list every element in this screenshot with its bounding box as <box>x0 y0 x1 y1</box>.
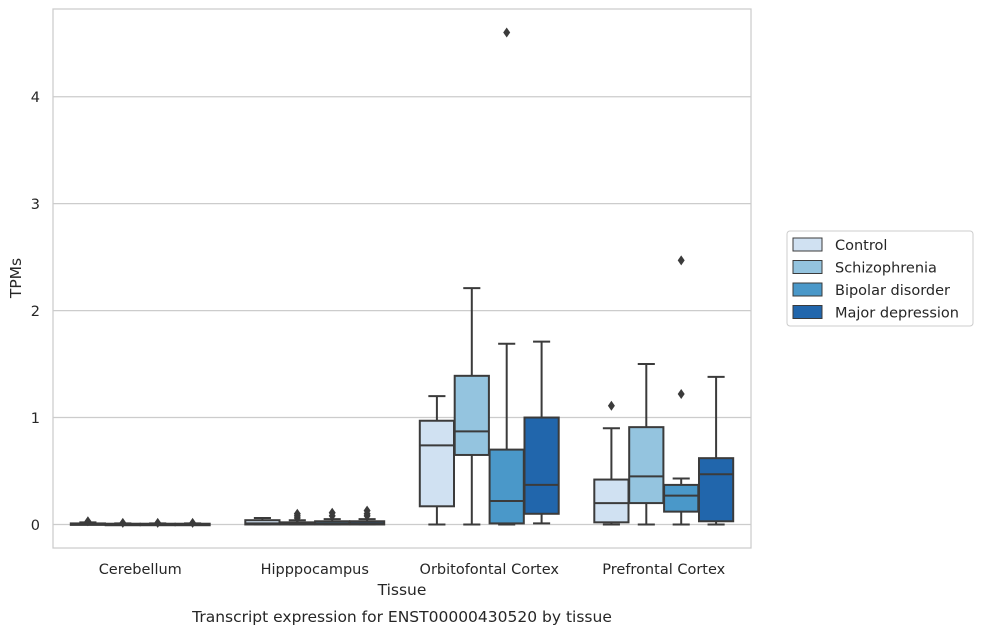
legend-swatch <box>792 260 823 274</box>
box-major-depression <box>697 375 735 526</box>
legend-label: Bipolar disorder <box>835 283 950 299</box>
legend-label: Schizophrenia <box>835 261 937 277</box>
y-axis-ticks: 0 1 2 3 4 <box>31 90 40 534</box>
box-major-depression <box>174 517 211 528</box>
outlier-point <box>677 389 685 399</box>
box-iqr <box>453 374 490 456</box>
legend-swatch <box>792 305 823 319</box>
box-schizophrenia <box>453 287 490 526</box>
box-major-depression <box>523 340 560 525</box>
x-tick-label: Hipppocampus <box>261 562 369 578</box>
outlier-point <box>328 507 336 518</box>
outlier-point <box>119 517 127 528</box>
box-groups <box>69 27 735 528</box>
box-schizophrenia <box>104 517 141 528</box>
legend-swatch <box>792 237 823 252</box>
box-schizophrenia <box>628 363 665 526</box>
x-axis-label: Tissue <box>377 581 427 599</box>
box-iqr <box>697 457 735 523</box>
plot-frame <box>52 8 752 549</box>
legend-frame <box>786 230 974 327</box>
outlier-point <box>677 255 685 266</box>
outlier-point <box>293 508 301 519</box>
box-iqr <box>628 426 665 505</box>
outlier-point <box>607 400 615 411</box>
outlier-point <box>503 27 511 38</box>
y-tick-label: 3 <box>31 197 40 213</box>
box-iqr <box>523 416 560 515</box>
outlier-point <box>189 517 197 528</box>
box-iqr <box>593 478 630 524</box>
x-tick-label: Cerebellum <box>99 562 182 578</box>
y-tick-label: 0 <box>31 518 40 534</box>
outlier-point <box>84 516 92 527</box>
y-tick-label: 1 <box>31 411 40 427</box>
x-tick-label: Orbitofontal Cortex <box>420 562 560 578</box>
box-iqr <box>418 419 456 508</box>
y-tick-label: 2 <box>31 304 40 320</box>
box-iqr <box>488 448 525 525</box>
box-bipolar-disorder <box>663 255 700 526</box>
legend: Control Schizophrenia Bipolar disorder Majo… <box>786 230 974 327</box>
legend-label: Major depression <box>835 306 959 322</box>
outlier-point <box>154 517 162 528</box>
x-tick-label: Prefrontal Cortex <box>602 562 725 578</box>
box-control <box>593 400 630 526</box>
box-major-depression <box>348 505 386 526</box>
legend-label: Control <box>835 238 887 254</box>
outlier-point <box>363 505 371 516</box>
chart-caption: Transcript expression for ENST0000043052… <box>191 608 612 626</box>
box-bipolar-disorder <box>488 27 525 526</box>
y-tick-label: 4 <box>31 90 40 106</box>
y-axis-label: TPMs <box>7 258 25 299</box>
box-control <box>69 516 107 527</box>
box-control <box>418 395 456 526</box>
x-axis-ticks: Cerebellum Hipppocampus Orbitofontal Corte… <box>99 562 726 578</box>
box-iqr <box>663 483 700 513</box>
legend-swatch <box>792 282 823 297</box>
